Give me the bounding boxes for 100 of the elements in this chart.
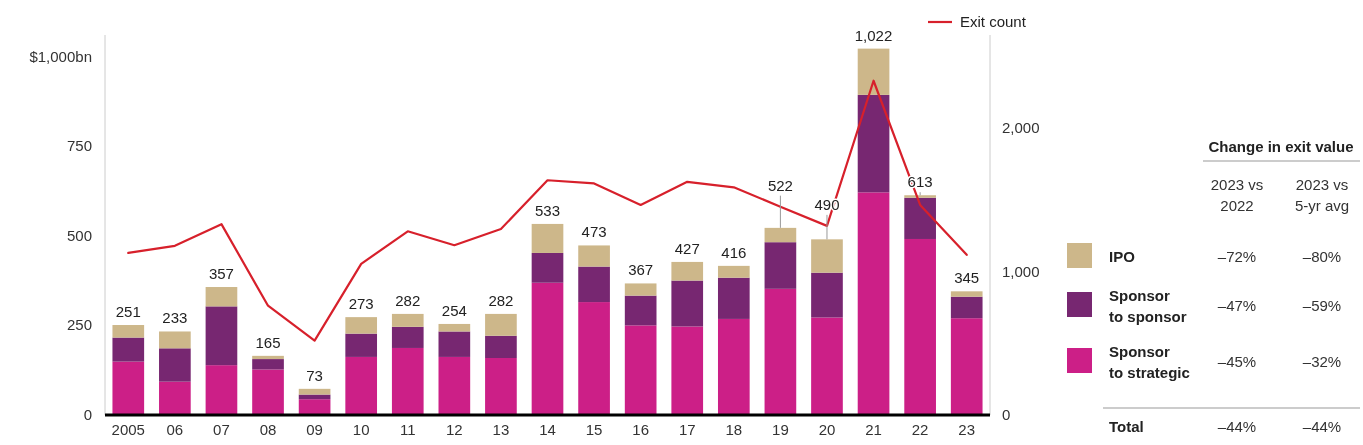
total-label: 367 — [628, 261, 654, 279]
text: –45% — [1217, 353, 1257, 370]
x-tick-label: 13 — [492, 421, 510, 438]
bar — [112, 361, 145, 415]
y-tick-label: $1,000bn — [29, 47, 92, 65]
bar — [717, 265, 750, 278]
x-tick-label: 19 — [772, 421, 789, 438]
text: –72% — [1217, 248, 1257, 265]
total-label: 282 — [488, 291, 514, 309]
bar — [671, 326, 704, 415]
y2-tick-label: 0 — [1002, 406, 1011, 423]
bar — [159, 381, 191, 415]
bar — [624, 283, 657, 296]
bar — [624, 325, 657, 415]
text: Total — [1109, 418, 1144, 435]
legend-label: Sponsor to strategic — [1109, 342, 1190, 381]
total-label: 427 — [674, 239, 700, 257]
bar — [811, 239, 843, 273]
x-tick-label: 07 — [213, 421, 230, 438]
legend-label: Exit count — [960, 13, 1027, 30]
x-tick-label: 22 — [911, 421, 929, 438]
bar — [950, 296, 983, 319]
bar — [811, 272, 843, 318]
x-tick-label: 17 — [678, 421, 696, 438]
x-tick-label: 11 — [399, 421, 416, 438]
y-tick-label: 0 — [83, 406, 92, 423]
bar — [950, 291, 983, 297]
total-label: 345 — [954, 269, 980, 287]
bar — [252, 355, 284, 360]
y-tick-label: 250 — [66, 316, 92, 334]
x-tick-label: 20 — [818, 421, 836, 438]
bar — [438, 356, 471, 415]
bar — [298, 388, 331, 395]
bar — [205, 365, 238, 415]
bar — [764, 242, 797, 289]
bar — [671, 261, 704, 281]
total-label: 282 — [395, 291, 421, 309]
bar — [624, 295, 657, 326]
bar — [391, 347, 424, 415]
x-tick-label: 2005 — [111, 421, 145, 438]
bar — [764, 288, 797, 415]
bar — [578, 245, 610, 267]
x-tick-label: 16 — [632, 421, 649, 438]
total-label: 233 — [162, 309, 188, 327]
total-label: 416 — [721, 243, 747, 261]
bar — [205, 306, 238, 366]
bar — [717, 318, 750, 415]
bar — [112, 325, 145, 338]
total-label: 273 — [348, 295, 374, 313]
total-label: 1,022 — [854, 26, 893, 44]
text: –80% — [1302, 248, 1342, 265]
legend-label: Sponsor to sponsor — [1109, 286, 1187, 325]
bar — [671, 280, 704, 327]
bar — [811, 317, 843, 415]
total-label: 165 — [255, 333, 281, 351]
total-label: 254 — [441, 301, 467, 319]
x-tick-label: 21 — [865, 421, 882, 438]
x-tick-label: 23 — [958, 421, 976, 438]
x-tick-label: 12 — [446, 421, 463, 438]
y2-tick-label: 1,000 — [1002, 262, 1040, 280]
bar — [904, 238, 936, 415]
bar — [252, 369, 284, 415]
x-tick-label: 10 — [352, 421, 370, 438]
bar — [578, 266, 610, 303]
bar — [159, 348, 191, 382]
bar — [205, 287, 238, 307]
bar — [438, 331, 471, 357]
x-tick-label: 08 — [259, 421, 277, 438]
y-tick-label: 750 — [66, 137, 92, 155]
total-label: 73 — [306, 366, 323, 384]
bar — [438, 323, 471, 332]
bar — [857, 94, 890, 193]
bar — [391, 326, 424, 348]
total-label: 251 — [115, 303, 141, 321]
bar — [531, 252, 564, 283]
total-label: 533 — [534, 201, 561, 219]
bar — [391, 313, 424, 327]
bar — [764, 227, 797, 243]
text: 2023 vs 2022 — [1210, 176, 1264, 214]
bar — [345, 356, 378, 415]
bar — [717, 277, 750, 319]
bar — [531, 282, 564, 415]
bar — [252, 359, 284, 370]
bar — [345, 317, 378, 334]
legend-label: IPO — [1109, 248, 1136, 265]
bar — [112, 337, 145, 362]
y2-tick-label: 2,000 — [1002, 119, 1040, 137]
bar — [904, 195, 936, 198]
text: –32% — [1302, 353, 1342, 370]
x-tick-label: 09 — [306, 421, 323, 438]
text: –47% — [1217, 297, 1257, 314]
text: –44% — [1217, 418, 1257, 435]
bar — [159, 331, 191, 349]
bar — [345, 333, 378, 357]
x-tick-label: 14 — [539, 421, 556, 438]
text: –44% — [1302, 418, 1342, 435]
bar — [857, 48, 890, 95]
x-tick-label: 18 — [725, 421, 743, 438]
bar — [485, 335, 517, 358]
bar — [904, 197, 936, 239]
